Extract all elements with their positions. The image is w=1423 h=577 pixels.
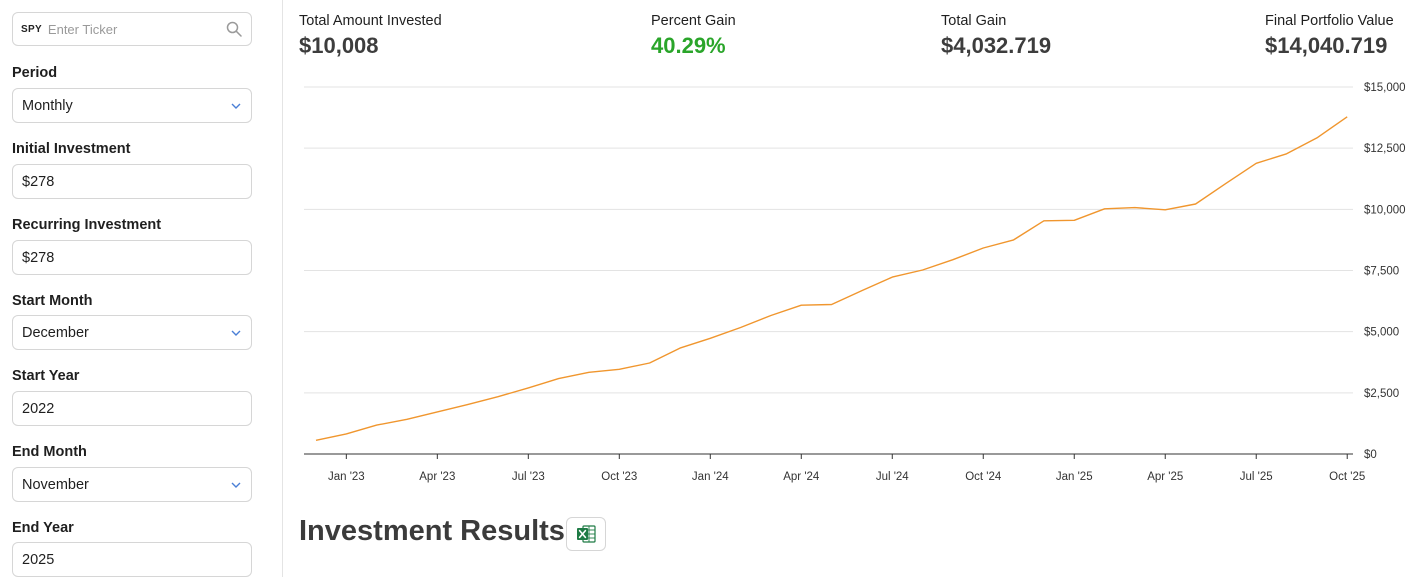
stat-value: 40.29% [651,33,726,58]
period-label: Period [12,65,58,81]
stat-label: Total Amount Invested [299,13,442,29]
end-year-value: 2025 [22,551,55,568]
stat-total-invested: Total Amount Invested $10,008 [299,13,442,59]
stat-label: Final Portfolio Value [1265,13,1394,29]
stat-value: $10,008 [299,33,379,58]
initial-investment-label: Initial Investment [12,141,131,157]
recurring-investment-label: Recurring Investment [12,217,162,233]
stat-label: Total Gain [941,13,1007,29]
period-value: Monthly [22,97,73,114]
start-year-value: 2022 [22,400,55,417]
x-tick-label: Apr '25 [1147,471,1183,483]
start-month-value: December [22,324,89,341]
y-tick-label: $10,000 [1364,204,1406,216]
x-tick-label: Jan '24 [692,471,729,483]
excel-icon [577,525,596,543]
stat-value: $4,032.719 [941,33,1052,58]
end-month-value: November [22,476,89,493]
end-month-select[interactable]: November [12,467,252,502]
chevron-down-icon [231,482,241,488]
results-title: Investment Results [299,515,565,547]
x-tick-label: Apr '23 [419,471,455,483]
start-year-label: Start Year [12,368,80,384]
x-tick-label: Oct '24 [965,471,1002,483]
stat-percent-gain: Percent Gain 40.29% [651,13,736,59]
stat-label: Percent Gain [651,13,736,29]
start-month-label: Start Month [12,293,93,309]
portfolio-value-line [315,116,1348,441]
start-month-select[interactable]: December [12,315,252,350]
search-icon[interactable] [226,21,242,37]
x-tick-label: Apr '24 [783,471,820,483]
x-tick-label: Oct '25 [1329,471,1365,483]
x-tick-label: Jan '25 [1056,471,1093,483]
recurring-investment-value: $278 [22,249,55,266]
y-tick-label: $5,000 [1364,327,1399,339]
y-tick-label: $2,500 [1364,388,1399,400]
y-tick-label: $7,500 [1364,266,1399,278]
end-year-input[interactable]: 2025 [12,542,252,577]
initial-investment-input[interactable]: $278 [12,164,252,199]
period-select[interactable]: Monthly [12,88,252,123]
ticker-input[interactable] [47,21,218,37]
stat-final-value: Final Portfolio Value $14,040.719 [1265,13,1394,59]
sidebar: SPY Period Monthly Initial Investment $2… [0,0,283,577]
x-tick-label: Jul '24 [876,471,909,483]
y-tick-label: $15,000 [1364,82,1406,94]
end-month-label: End Month [12,444,87,460]
chevron-down-icon [231,330,241,336]
y-tick-label: $12,500 [1364,143,1406,155]
initial-investment-value: $278 [22,173,55,190]
portfolio-line-chart: $0 $2,500 $5,000 $7,500 $10,000 $12,500 $15,00… [304,82,1406,483]
x-tick-label: Jul '25 [1240,471,1273,483]
chevron-down-icon [231,103,241,109]
ticker-search[interactable]: SPY [12,12,252,46]
export-excel-button[interactable] [566,517,606,551]
x-tick-label: Jan '23 [328,471,365,483]
y-tick-label: $0 [1364,449,1377,461]
x-tick-label: Jul '23 [512,471,545,483]
recurring-investment-input[interactable]: $278 [12,240,252,275]
start-year-input[interactable]: 2022 [12,391,252,426]
x-tick-label: Oct '23 [601,471,637,483]
stat-value: $14,040.719 [1265,33,1388,58]
stat-total-gain: Total Gain $4,032.719 [941,13,1051,59]
ticker-symbol: SPY [21,23,42,35]
end-year-label: End Year [12,520,74,536]
